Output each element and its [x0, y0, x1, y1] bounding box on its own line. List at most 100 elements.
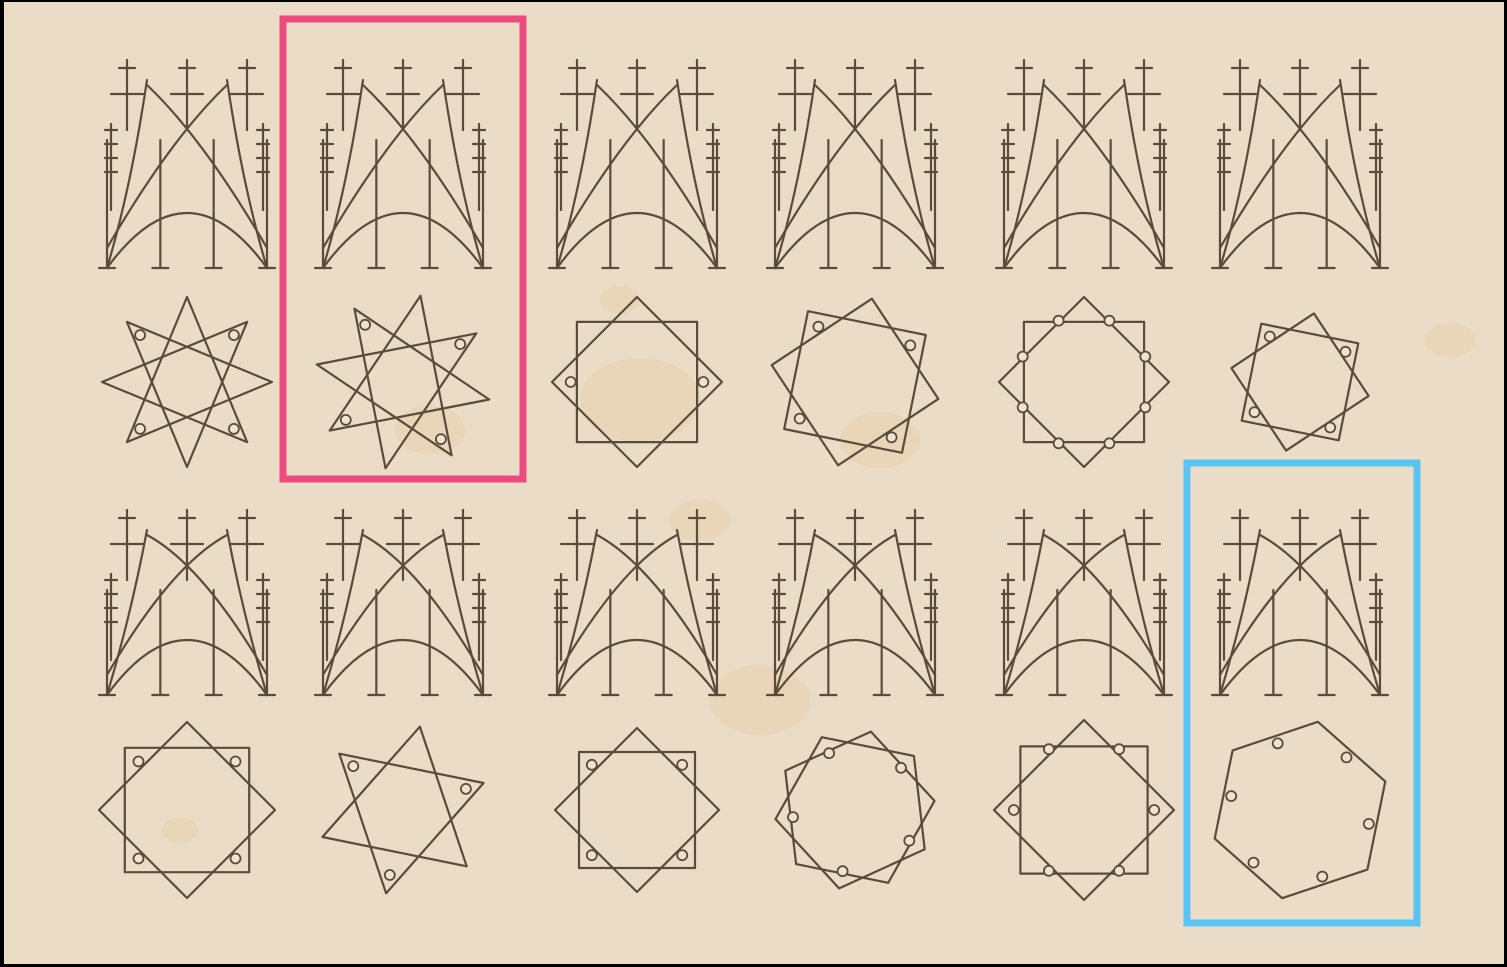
star-polygon [315, 294, 491, 470]
star-ring [793, 412, 806, 425]
candelabra-arch [1042, 83, 1166, 250]
candelabra-arch [675, 528, 719, 697]
star-ring [1139, 401, 1152, 414]
candelabra-arch [555, 638, 719, 697]
candelabra-arch [321, 533, 445, 677]
star-ring [676, 849, 689, 862]
star-ring [885, 431, 898, 444]
candelabra-arch [321, 528, 365, 697]
candelabra-arch [105, 211, 269, 270]
star-ring [434, 433, 447, 446]
candelabra-arch [1002, 211, 1166, 270]
candelabra-arch [773, 211, 937, 270]
figure-r2-c2 [313, 508, 493, 895]
star-ring [1139, 350, 1152, 363]
candelabra-arch [773, 78, 817, 270]
star-ring [227, 422, 240, 435]
star-ring [454, 338, 467, 351]
candelabra [994, 58, 1174, 270]
star-ring [132, 852, 145, 865]
star-polygon [1213, 720, 1387, 900]
star-figure [774, 730, 936, 890]
candelabra-arch [813, 533, 937, 677]
stain-spot [1425, 322, 1475, 358]
star-figure [992, 718, 1176, 902]
candelabra [547, 508, 727, 697]
figure-r2-c1 [97, 508, 277, 900]
candelabra-arch [361, 83, 485, 250]
candelabra-arch [105, 638, 269, 697]
candelabra-arch [595, 533, 719, 677]
star-figure [1230, 312, 1370, 452]
star-ring [1016, 350, 1029, 363]
candelabra-arch [1042, 533, 1166, 677]
star-ring [1052, 314, 1065, 327]
star-polygon [783, 310, 927, 454]
candelabra-arch [773, 638, 937, 697]
star-polygon [100, 295, 274, 469]
candelabra-arch [105, 528, 149, 697]
star-figure [315, 294, 491, 470]
candelabra-arch [555, 211, 719, 270]
star-ring [812, 320, 825, 333]
star-figure [770, 297, 940, 467]
star-ring [1263, 330, 1276, 343]
paper-sheet [4, 2, 1504, 964]
star-polygon [577, 750, 697, 870]
candelabra-arch [321, 638, 485, 697]
candelabra-arch [555, 78, 599, 270]
star-ring [1324, 421, 1337, 434]
star-ring [1043, 743, 1055, 756]
star-ring [347, 760, 360, 772]
candelabra [547, 58, 727, 270]
candelabra [994, 508, 1174, 697]
star-ring [903, 834, 916, 847]
star-ring [1113, 864, 1125, 877]
star-ring [1247, 856, 1260, 869]
candelabra-arch [441, 78, 485, 270]
star-ring [585, 758, 598, 771]
star-figure [100, 295, 274, 469]
candelabra-arch [555, 533, 679, 677]
star-ring [229, 852, 242, 865]
star-polygon [1019, 745, 1149, 875]
star-ring [1113, 743, 1125, 756]
star-ring [823, 747, 835, 760]
figure-grid [97, 58, 1390, 902]
candelabra [1210, 508, 1390, 697]
figure-r2-c6 [1210, 508, 1390, 900]
star-ring [459, 783, 472, 795]
star-figure [1213, 720, 1387, 900]
candelabra-arch [105, 533, 229, 677]
stain-spot [710, 665, 810, 735]
candelabra [765, 58, 945, 270]
star-figure [553, 726, 721, 894]
figure-r1-c4 [765, 58, 945, 467]
figure-r1-c6 [1210, 58, 1390, 452]
star-polygon [1240, 322, 1360, 442]
candelabra-arch [773, 533, 897, 677]
star-ring [1362, 818, 1375, 830]
star-ring [697, 376, 710, 388]
candelabra-arch [145, 83, 269, 250]
candelabra-arch [1122, 528, 1166, 697]
candelabra-arch [1002, 528, 1046, 697]
stain-spot [162, 817, 198, 843]
star-ring [1225, 790, 1238, 802]
star-ring [227, 329, 240, 342]
star-figure [997, 295, 1171, 469]
star-polygon [550, 295, 724, 469]
candelabra-arch [1002, 638, 1166, 697]
star-polygon [97, 720, 277, 900]
candelabra-arch [595, 83, 719, 250]
candelabra-arch [675, 78, 719, 270]
candelabra-arch [1002, 533, 1126, 677]
star-ring [1340, 751, 1353, 764]
candelabra-arch [441, 528, 485, 697]
candelabra-arch [321, 83, 445, 250]
candelabra [1210, 58, 1390, 270]
candelabra-arch [555, 83, 679, 250]
star-figure [550, 295, 724, 469]
figure-r2-c5 [992, 508, 1176, 902]
